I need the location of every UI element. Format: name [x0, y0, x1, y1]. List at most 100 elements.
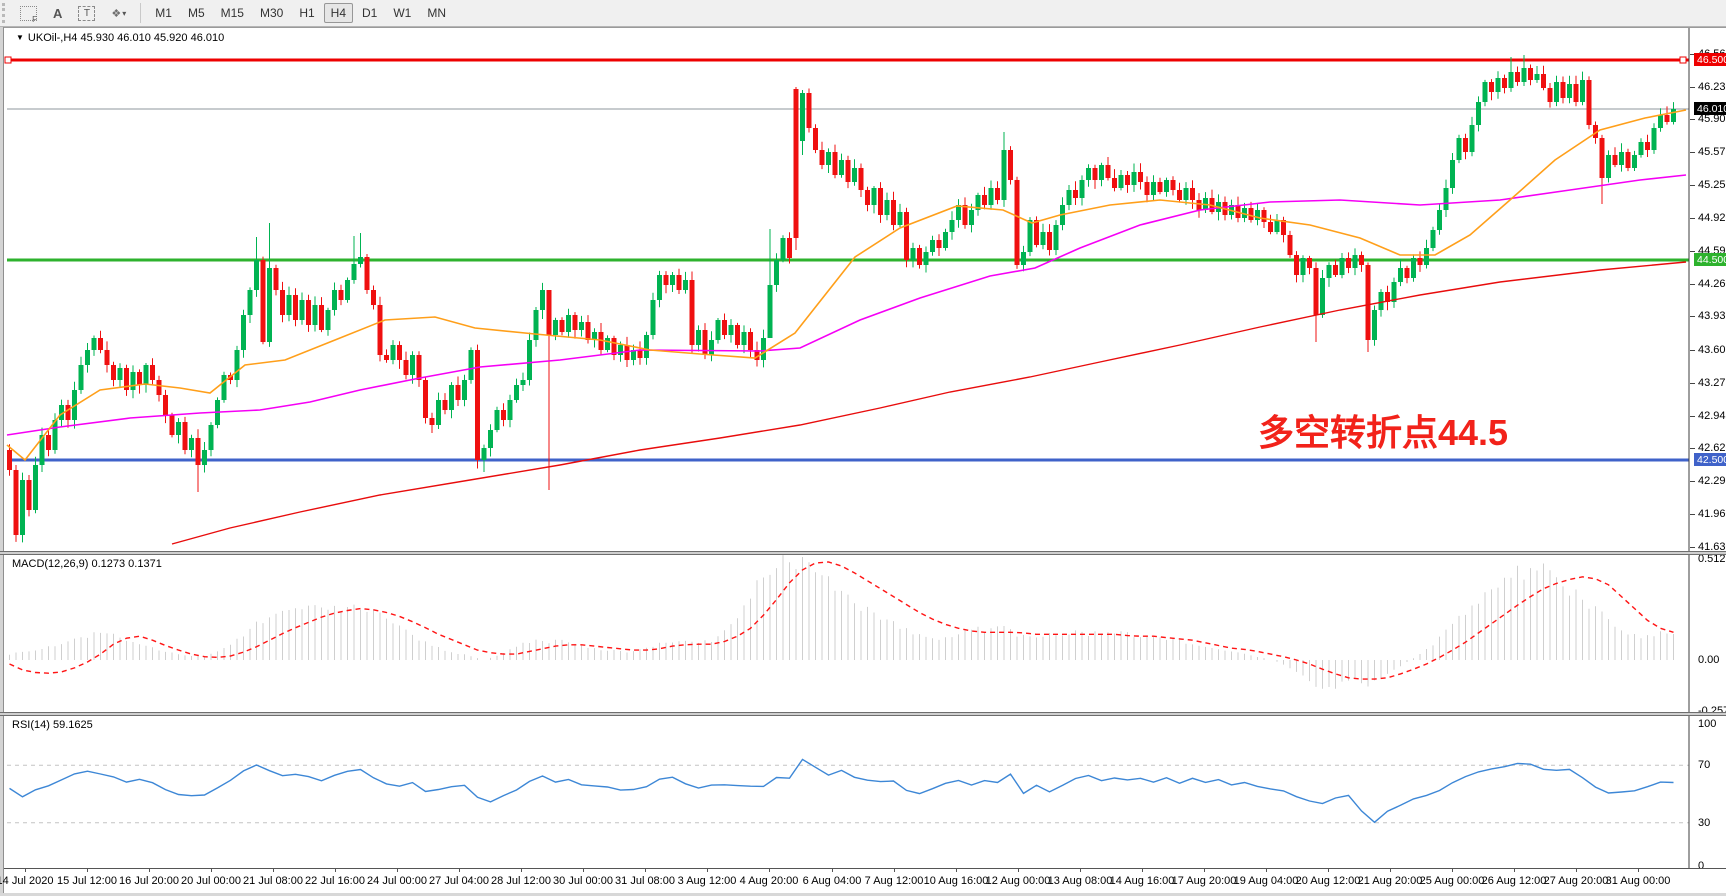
rsi-chart[interactable]	[4, 716, 1726, 868]
time-label: 12 Aug 00:00	[985, 875, 1051, 887]
price-badge: 46.010	[1694, 102, 1726, 115]
time-tick-mark	[397, 869, 398, 872]
tick-mark	[1690, 448, 1695, 449]
window-left-edge	[0, 27, 4, 896]
time-label: 15 Jul 12:00	[57, 875, 117, 887]
time-tick-mark	[1142, 869, 1143, 872]
main-chart-pane[interactable]: ▼ UKOil-,H4 45.930 46.010 45.920 46.010 多…	[4, 27, 1726, 552]
tick-mark	[1690, 185, 1695, 186]
time-label: 27 Jul 04:00	[429, 875, 489, 887]
price-tick: 42.290	[1698, 475, 1726, 487]
chart-annotation-text[interactable]: 多空转折点44.5	[1258, 412, 1509, 453]
time-label: 7 Aug 12:00	[864, 875, 924, 887]
timeframe-button-m5[interactable]: M5	[187, 6, 205, 20]
text-label-icon[interactable]: A	[53, 5, 63, 21]
price-tick: 45.905	[1698, 113, 1726, 125]
timeframe-button-m15[interactable]: M15	[220, 6, 244, 20]
timeframe-button-h4[interactable]: H4	[323, 3, 353, 23]
tick-mark	[1690, 350, 1695, 351]
price-tick: 43.935	[1698, 310, 1726, 322]
timeframe-button-d1[interactable]: D1	[362, 6, 378, 20]
time-label: 21 Jul 08:00	[243, 875, 303, 887]
time-tick-mark	[1204, 869, 1205, 872]
time-label: 26 Aug 12:00	[1481, 875, 1547, 887]
rsi-tick: 0	[1698, 860, 1705, 868]
macd-pane[interactable]: MACD(12,26,9) 0.1273 0.1371 0.5121 0.00 -0…	[4, 555, 1726, 712]
price-tick: 43.605	[1698, 344, 1726, 356]
timeframe-buttons: M1 M5 M15 M30 H1 H4 D1 W1 MN	[147, 3, 454, 23]
toolbar-drag-handle[interactable]	[2, 3, 12, 23]
tick-mark	[1690, 547, 1695, 548]
tick-mark	[1690, 54, 1695, 55]
timeframe-button-w1[interactable]: W1	[393, 6, 412, 20]
tick-mark	[1690, 119, 1695, 120]
time-label: 25 Aug 00:00	[1419, 875, 1485, 887]
symbol-ohlc-line: ▼ UKOil-,H4 45.930 46.010 45.920 46.010	[16, 32, 225, 44]
time-tick-mark	[211, 869, 212, 872]
price-badge: 42.500	[1694, 453, 1726, 466]
draw-objects-icon[interactable]: ❖ ▾	[111, 7, 127, 20]
templates-grid-icon[interactable]: F	[13, 3, 44, 24]
time-tick-mark	[335, 869, 336, 872]
time-tick-mark	[1080, 869, 1081, 872]
rsi-tick: 30	[1698, 817, 1711, 829]
macd-tick: 0.5121	[1698, 555, 1726, 565]
time-tick-mark	[1452, 869, 1453, 872]
price-tick: 45.575	[1698, 146, 1726, 158]
macd-label: MACD(12,26,9) 0.1273 0.1371	[12, 558, 162, 570]
price-tick: 43.275	[1698, 377, 1726, 389]
time-label: 20 Aug 12:00	[1295, 875, 1361, 887]
tick-mark	[1690, 383, 1695, 384]
timeframe-button-m30[interactable]: M30	[259, 6, 284, 20]
time-tick-mark	[1514, 869, 1515, 872]
price-tick: 44.260	[1698, 278, 1726, 290]
chevron-down-icon: ▾	[122, 8, 127, 18]
time-tick-mark	[894, 869, 895, 872]
tick-mark	[1690, 316, 1695, 317]
time-label: 30 Jul 00:00	[553, 875, 613, 887]
price-tick: 42.620	[1698, 442, 1726, 454]
tick-mark	[1690, 251, 1695, 252]
time-tick-mark	[956, 869, 957, 872]
price-tick: 46.235	[1698, 81, 1726, 93]
time-label: 27 Aug 20:00	[1543, 875, 1609, 887]
text-box-icon[interactable]: T	[71, 3, 102, 23]
timeframe-button-mn[interactable]: MN	[427, 6, 447, 20]
toolbar-separator	[140, 3, 142, 23]
timeframe-button-h1[interactable]: H1	[299, 6, 315, 20]
tick-mark	[1690, 218, 1695, 219]
time-label: 31 Aug 00:00	[1605, 875, 1671, 887]
time-label: 24 Jul 00:00	[367, 875, 427, 887]
time-label: 6 Aug 04:00	[802, 875, 862, 887]
time-label: 28 Jul 12:00	[491, 875, 551, 887]
time-tick-mark	[769, 869, 770, 872]
time-tick-mark	[832, 869, 833, 872]
collapse-triangle-icon[interactable]: ▼	[16, 33, 24, 42]
tick-mark	[1690, 152, 1695, 153]
macd-chart[interactable]	[4, 555, 1726, 712]
macd-tick: 0.00	[1698, 654, 1720, 666]
time-label: 19 Aug 04:00	[1233, 875, 1299, 887]
time-tick-mark	[1390, 869, 1391, 872]
candlestick-chart[interactable]	[4, 28, 1726, 552]
time-tick-mark	[459, 869, 460, 872]
time-label: 20 Jul 00:00	[181, 875, 241, 887]
pane-splitter[interactable]	[0, 551, 1726, 555]
pane-splitter[interactable]	[0, 712, 1726, 716]
time-label: 22 Jul 16:00	[305, 875, 365, 887]
time-tick-mark	[25, 869, 26, 872]
tick-mark	[1690, 87, 1695, 88]
time-tick-mark	[1266, 869, 1267, 872]
toolbar: F A T ❖ ▾ M1 M5 M15 M30 H1 H4 D1 W1 MN	[0, 0, 1726, 27]
timeframe-button-m1[interactable]: M1	[155, 6, 172, 20]
time-label: 17 Aug 20:00	[1171, 875, 1237, 887]
time-tick-mark	[707, 869, 708, 872]
rsi-pane[interactable]: RSI(14) 59.1625 100 70 30 0	[4, 716, 1726, 868]
time-tick-mark	[1638, 869, 1639, 872]
price-tick: 41.630	[1698, 541, 1726, 552]
time-tick-mark	[149, 869, 150, 872]
time-axis[interactable]: 14 Jul 2020 15 Jul 12:00 16 Jul 20:00 20…	[0, 868, 1726, 894]
time-label: 16 Jul 20:00	[119, 875, 179, 887]
time-label: 21 Aug 20:00	[1357, 875, 1423, 887]
